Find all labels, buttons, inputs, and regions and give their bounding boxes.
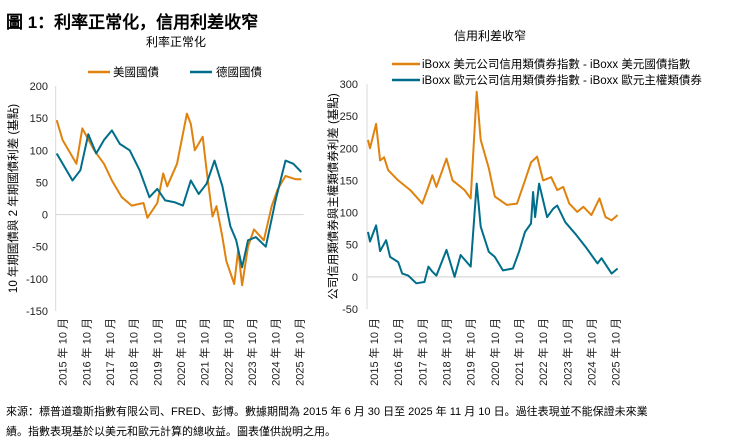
- x-tick-label: 2016 年 10 月: [79, 318, 93, 386]
- x-tick-label: 2022 年 10 月: [536, 318, 550, 386]
- y-tick-label: 0: [42, 210, 48, 222]
- chart-title: 利率正常化: [146, 34, 206, 49]
- footnote-line-1: 來源：標普道瓊斯指數有限公司、FRED、彭博。數據期間為 2015 年 6 月 …: [6, 406, 648, 418]
- y-tick-label: -150: [26, 306, 48, 318]
- x-tick-label: 2024 年 10 月: [269, 318, 283, 386]
- series-line-teal: [55, 129, 303, 269]
- x-tick-label: 2017 年 10 月: [415, 318, 429, 386]
- y-tick-label: -100: [26, 274, 48, 286]
- x-tick-label: 2022 年 10 月: [221, 318, 235, 386]
- y-tick-label: 50: [346, 240, 358, 252]
- legend-label: 美國國債: [113, 65, 159, 79]
- legend-label: 德國國債: [216, 65, 262, 79]
- y-tick-label: -50: [342, 304, 358, 316]
- x-tick-label: 2017 年 10 月: [103, 318, 117, 386]
- x-tick-label: 2019 年 10 月: [464, 318, 478, 386]
- x-tick-label: 2018 年 10 月: [440, 318, 454, 386]
- x-tick-label: 2019 年 10 月: [150, 318, 164, 386]
- series-line-orange: [55, 112, 302, 287]
- chart-title: 信用利差收窄: [454, 28, 526, 43]
- legend-label: iBoxx 美元公司信用類債券指數 - iBoxx 美元國債指數: [422, 57, 691, 71]
- x-tick-label: 2023 年 10 月: [245, 318, 259, 386]
- x-tick-label: 2023 年 10 月: [560, 318, 574, 386]
- x-tick-label: 2016 年 10 月: [391, 318, 405, 386]
- x-tick-label: 2020 年 10 月: [488, 318, 502, 386]
- y-tick-label: 100: [30, 145, 48, 157]
- x-tick-label: 2020 年 10 月: [174, 318, 188, 386]
- y-tick-label: 250: [340, 111, 358, 123]
- series-line-orange: [367, 90, 619, 222]
- y-tick-label: -50: [32, 242, 48, 254]
- y-tick-label: 200: [30, 81, 48, 93]
- x-tick-label: 2015 年 10 月: [56, 318, 70, 386]
- y-tick-label: 0: [352, 272, 358, 284]
- y-tick-label: 200: [340, 143, 358, 155]
- y-tick-label: 150: [340, 175, 358, 187]
- x-tick-label: 2015 年 10 月: [367, 318, 381, 386]
- x-tick-label: 2021 年 10 月: [512, 318, 526, 386]
- y-tick-label: 150: [30, 113, 48, 125]
- y-tick-label: 100: [340, 208, 358, 220]
- figure-title: 圖 1：利率正常化，信用利差收窄: [6, 13, 259, 32]
- footnote-line-2: 績。指數表現基於以美元和歐元計算的總收益。圖表僅供說明之用。: [6, 426, 336, 438]
- y-tick-label: 50: [36, 177, 48, 189]
- y-axis-label: 10 年期國債與 2 年期國債利差 (基點): [6, 104, 20, 293]
- x-tick-label: 2025 年 10 月: [609, 318, 623, 386]
- x-tick-label: 2021 年 10 月: [198, 318, 212, 386]
- series-line-teal: [367, 182, 619, 285]
- legend-label: iBoxx 歐元公司信用類債券指數 - iBoxx 歐元主權類債券: [422, 73, 702, 87]
- x-tick-label: 2018 年 10 月: [127, 318, 141, 386]
- y-tick-label: 300: [340, 79, 358, 91]
- y-axis-label: 公司信用類債券與主權類債券利差 (基點): [326, 93, 340, 300]
- x-tick-label: 2024 年 10 月: [584, 318, 598, 386]
- x-tick-label: 2025 年 10 月: [292, 318, 306, 386]
